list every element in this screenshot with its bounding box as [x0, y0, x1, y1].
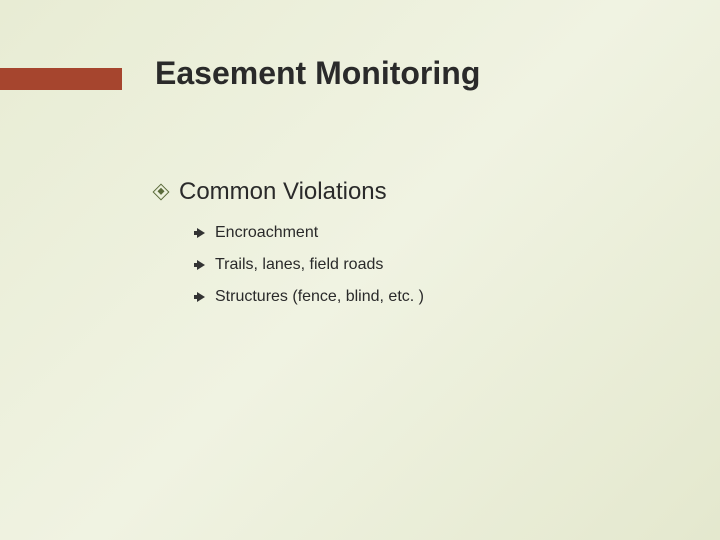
list-item: Encroachment [197, 224, 424, 242]
slide-title: Easement Monitoring [155, 55, 480, 92]
arrow-bullet-icon [197, 292, 205, 302]
sub-list: Encroachment Trails, lanes, field roads … [197, 224, 424, 306]
list-item: Structures (fence, blind, etc. ) [197, 288, 424, 306]
list-item: Trails, lanes, field roads [197, 256, 424, 274]
section-header-text: Common Violations [179, 178, 387, 206]
arrow-bullet-icon [197, 228, 205, 238]
accent-bar [0, 68, 122, 90]
diamond-bullet-icon [153, 184, 170, 201]
list-item-text: Structures (fence, blind, etc. ) [215, 288, 424, 306]
section-header: Common Violations [155, 178, 424, 206]
content-section: Common Violations Encroachment Trails, l… [155, 178, 424, 320]
list-item-text: Trails, lanes, field roads [215, 256, 383, 274]
arrow-bullet-icon [197, 260, 205, 270]
list-item-text: Encroachment [215, 224, 318, 242]
